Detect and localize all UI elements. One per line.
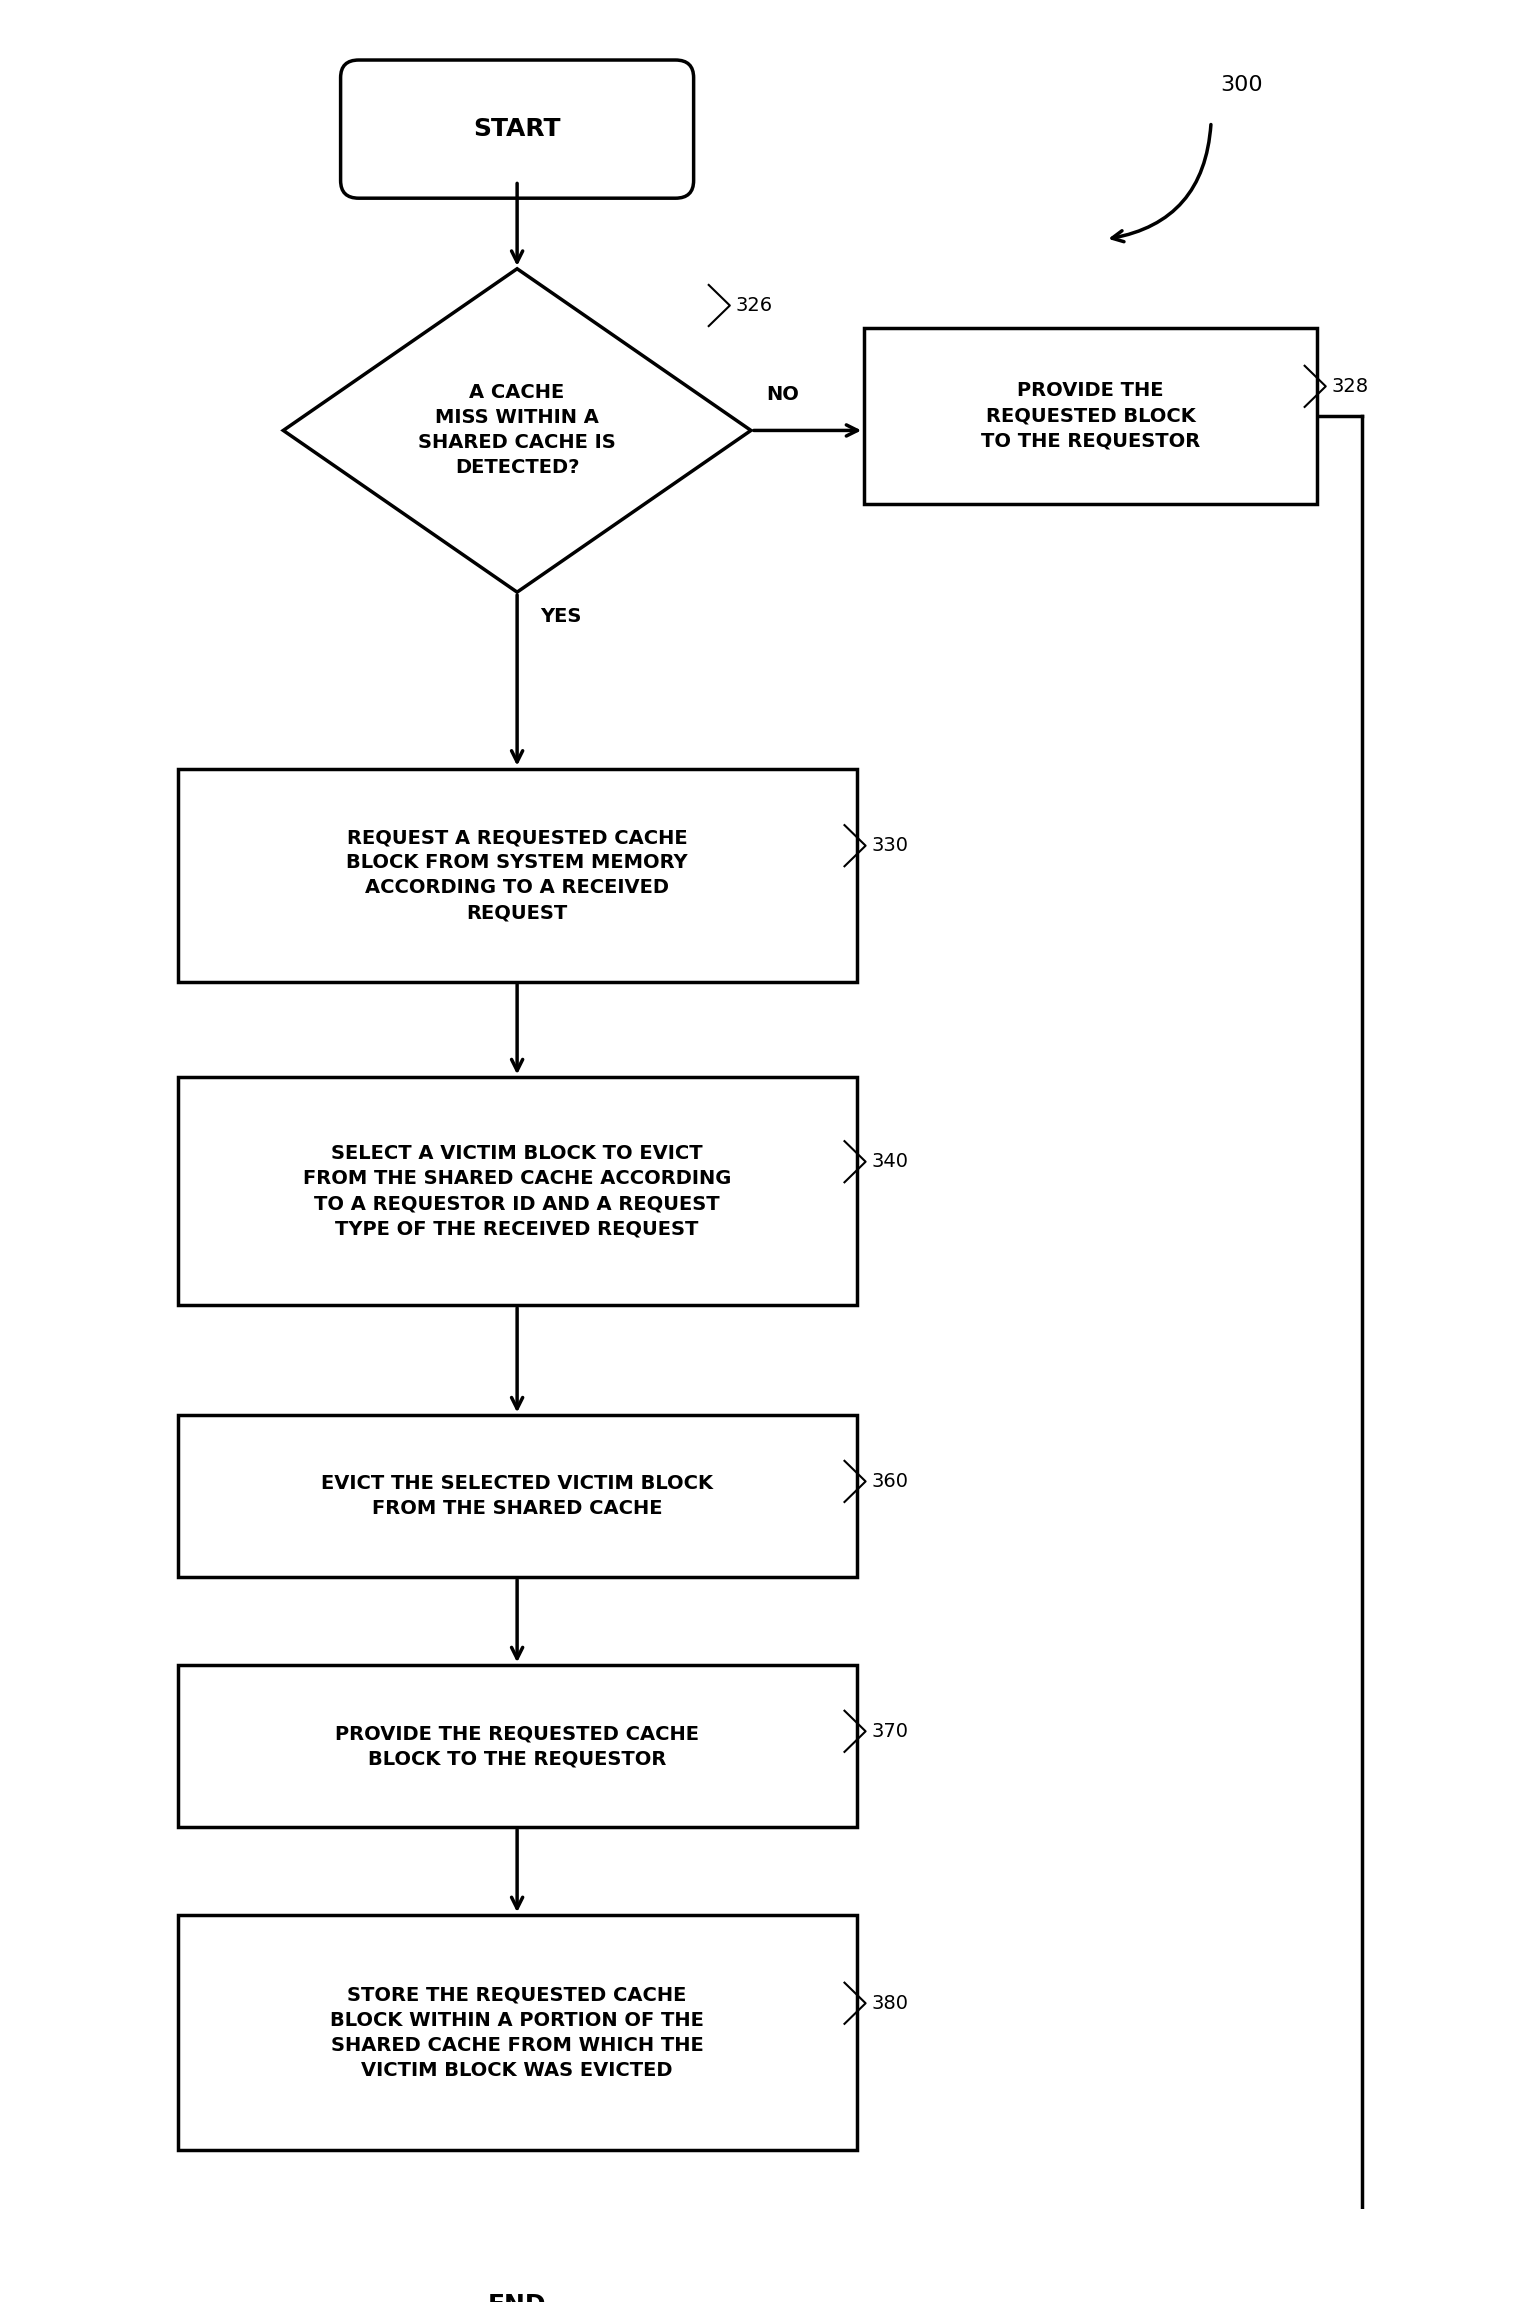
Text: 380: 380 bbox=[872, 1994, 909, 2012]
Text: NO: NO bbox=[766, 384, 799, 403]
Text: 326: 326 bbox=[736, 297, 774, 315]
Bar bbox=[177, 1416, 857, 1577]
Text: EVICT THE SELECTED VICTIM BLOCK
FROM THE SHARED CACHE: EVICT THE SELECTED VICTIM BLOCK FROM THE… bbox=[322, 1473, 713, 1517]
Text: START: START bbox=[473, 117, 561, 140]
Text: SELECT A VICTIM BLOCK TO EVICT
FROM THE SHARED CACHE ACCORDING
TO A REQUESTOR ID: SELECT A VICTIM BLOCK TO EVICT FROM THE … bbox=[303, 1144, 731, 1238]
Text: 300: 300 bbox=[1220, 76, 1262, 94]
Text: END: END bbox=[488, 2293, 546, 2302]
FancyBboxPatch shape bbox=[341, 60, 693, 198]
Text: PROVIDE THE REQUESTED CACHE
BLOCK TO THE REQUESTOR: PROVIDE THE REQUESTED CACHE BLOCK TO THE… bbox=[335, 1724, 699, 1768]
Bar bbox=[177, 1664, 857, 1828]
Text: 340: 340 bbox=[872, 1153, 909, 1172]
Text: 330: 330 bbox=[872, 836, 909, 854]
Bar bbox=[177, 1077, 857, 1305]
Polygon shape bbox=[284, 269, 751, 592]
Text: 360: 360 bbox=[872, 1471, 909, 1492]
Bar bbox=[865, 327, 1317, 504]
Text: 370: 370 bbox=[872, 1722, 909, 1740]
Text: REQUEST A REQUESTED CACHE
BLOCK FROM SYSTEM MEMORY
ACCORDING TO A RECEIVED
REQUE: REQUEST A REQUESTED CACHE BLOCK FROM SYS… bbox=[346, 829, 687, 923]
Text: PROVIDE THE
REQUESTED BLOCK
TO THE REQUESTOR: PROVIDE THE REQUESTED BLOCK TO THE REQUE… bbox=[981, 382, 1200, 451]
Text: YES: YES bbox=[540, 608, 581, 626]
Bar bbox=[177, 1915, 857, 2150]
Text: STORE THE REQUESTED CACHE
BLOCK WITHIN A PORTION OF THE
SHARED CACHE FROM WHICH : STORE THE REQUESTED CACHE BLOCK WITHIN A… bbox=[331, 1987, 704, 2079]
Text: A CACHE
MISS WITHIN A
SHARED CACHE IS
DETECTED?: A CACHE MISS WITHIN A SHARED CACHE IS DE… bbox=[419, 384, 616, 477]
FancyBboxPatch shape bbox=[347, 2235, 686, 2302]
Bar bbox=[177, 769, 857, 981]
Text: 328: 328 bbox=[1332, 378, 1368, 396]
